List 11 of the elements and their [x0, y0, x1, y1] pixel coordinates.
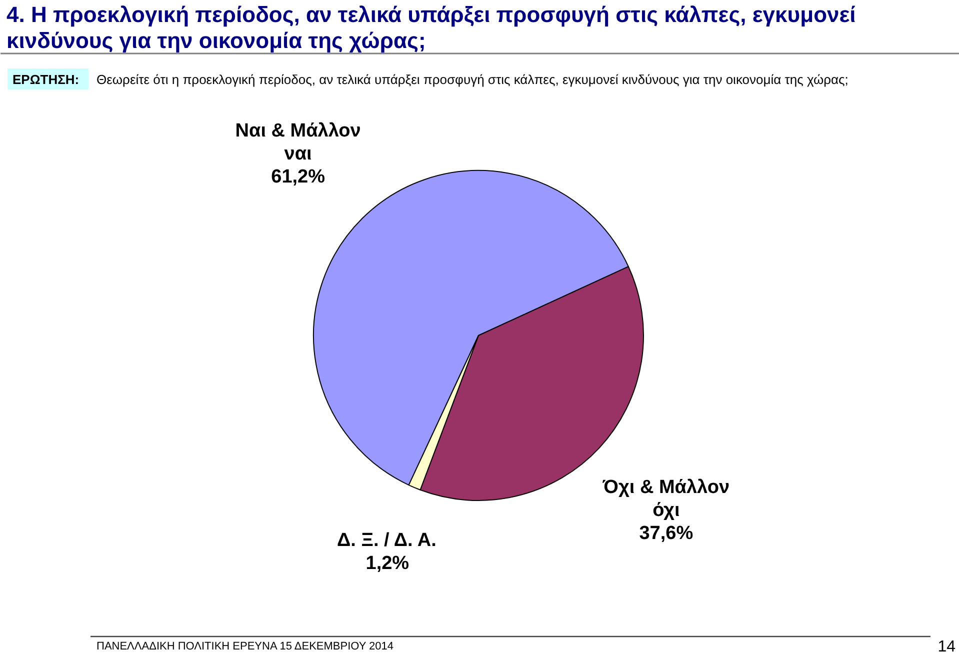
data-label: 61,2%: [271, 166, 326, 188]
chart-subtitle: Θεωρείτε ότι η προεκλογική περίοδος, αν τελικά υπάρξει προσφυγή στις κάλπες, εγκυμονεί κινδύνους για την οικονομία της χώρας;: [96, 72, 848, 87]
slice-label: Δ. Ξ. / Δ. Α.: [337, 530, 436, 551]
slice-label: Ναι & Μάλλον ναι: [235, 120, 361, 165]
text: 14: [938, 638, 956, 653]
data-label: 37,6%: [639, 523, 694, 544]
slice-label: Όχι & Μάλλον όχι: [602, 477, 730, 522]
chart-title: 4. Η προεκλογική περίοδος, αν τελικά υπάρξει προσφυγή στις κάλπες, εγκυμονεί κινδύνους για την οικονομία της χώρας;: [6, 2, 856, 53]
data-label: 1,2%: [366, 552, 410, 574]
text: ΠΑΝΕΛΛΑΔΙΚΗ ΠΟΛΙΤΙΚΗ ΕΡΕΥΝΑ 15 ΔΕΚΕΜΒΡΙΟΥ 2014: [96, 640, 394, 652]
text: ΕΡΩΤΗΣΗ:: [12, 72, 80, 87]
